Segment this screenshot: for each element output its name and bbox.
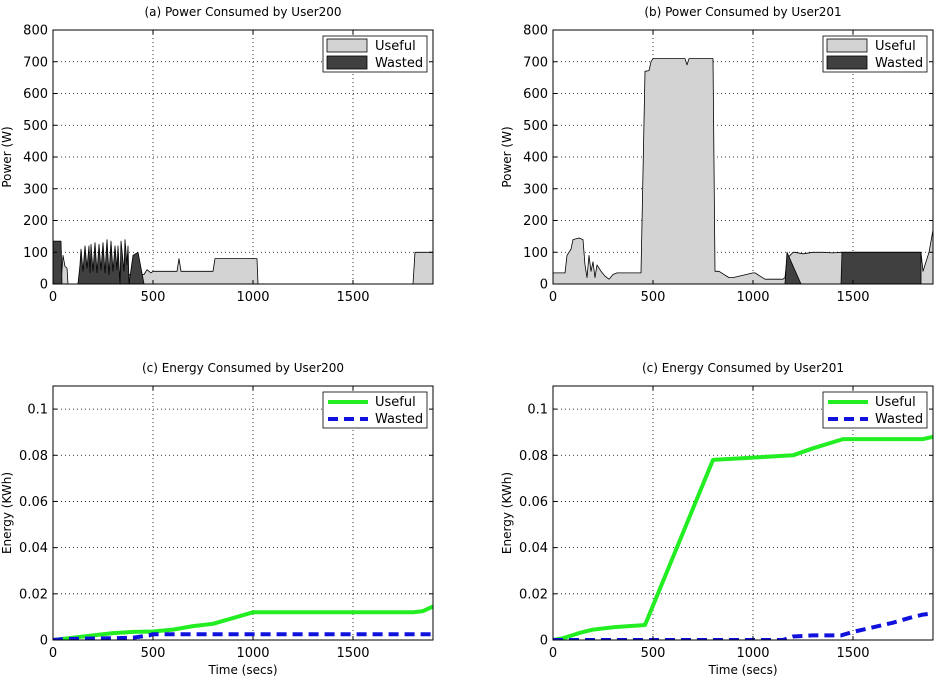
x-tick-label: 0 [49, 290, 57, 305]
x-tick-label: 0 [49, 646, 57, 661]
x-tick-label: 1000 [236, 646, 269, 661]
legend-swatch-wasted [326, 55, 368, 70]
legend-label-wasted: Wasted [375, 56, 423, 71]
legend-label-wasted: Wasted [875, 412, 923, 427]
y-axis-label: Energy (KWh) [500, 472, 514, 554]
plot-marks [553, 58, 933, 284]
y-tick-label: 0 [540, 634, 548, 649]
y-tick-label: 0.08 [19, 449, 48, 464]
y-tick-label: 0.02 [19, 587, 48, 602]
y-tick-label: 200 [523, 214, 548, 229]
series-useful-line [53, 604, 433, 640]
y-tick-label: 600 [23, 87, 48, 102]
plot-marks [553, 434, 933, 640]
series-wasted-area [53, 239, 145, 284]
legend-label-useful: Useful [375, 395, 416, 410]
chart-title: (c) Energy Consumed by User200 [142, 361, 344, 375]
y-tick-label: 0.06 [519, 495, 548, 510]
y-tick-label: 700 [523, 55, 548, 70]
legend-label-useful: Useful [875, 39, 916, 54]
y-tick-label: 0.1 [27, 403, 48, 418]
series-useful-area [553, 58, 933, 284]
y-axis-label: Energy (KWh) [0, 472, 14, 554]
series-wasted-line [553, 611, 933, 640]
y-tick-label: 100 [523, 246, 548, 261]
y-tick-label: 500 [23, 119, 48, 134]
plot-marks [53, 239, 433, 284]
x-tick-label: 1500 [336, 646, 369, 661]
x-tick-label: 1500 [336, 290, 369, 305]
legend-label-useful: Useful [375, 39, 416, 54]
x-tick-label: 1500 [836, 646, 869, 661]
chart-title: (a) Power Consumed by User200 [144, 5, 341, 19]
x-tick-label: 500 [141, 646, 166, 661]
chart-title: (b) Power Consumed by User201 [644, 5, 841, 19]
chart-3: 0 500 1000 1500 0 0.02 0.04 0.06 0.08 0.1 (c) Ener… [0, 361, 434, 677]
y-tick-label: 400 [23, 151, 48, 166]
x-tick-label: 500 [641, 646, 666, 661]
y-tick-label: 500 [523, 119, 548, 134]
series-wasted-line [53, 632, 433, 640]
series-useful-line [553, 434, 933, 640]
x-tick-label: 1500 [836, 290, 869, 305]
y-tick-label: 0.04 [519, 541, 548, 556]
legend-swatch-useful [826, 38, 868, 53]
y-tick-label: 0 [540, 278, 548, 293]
y-tick-label: 0 [40, 634, 48, 649]
y-tick-label: 200 [23, 214, 48, 229]
x-tick-label: 500 [141, 290, 166, 305]
chart-2: 0 500 1000 1500 0 100 200 300 400 500 600 700 800 (b)… [500, 5, 934, 305]
legend: Useful Wasted [322, 391, 428, 429]
y-tick-label: 100 [23, 246, 48, 261]
legend-swatch-wasted [826, 55, 868, 70]
legend-box [822, 391, 928, 429]
y-tick-label: 0.1 [527, 403, 548, 418]
series-wasted-area [784, 251, 922, 284]
legend: Useful Wasted [822, 391, 928, 429]
chart-4: 0 500 1000 1500 0 0.02 0.04 0.06 0.08 0.1 (c) Ener… [500, 361, 934, 677]
plot-marks [53, 604, 433, 640]
y-tick-label: 700 [23, 55, 48, 70]
x-tick-label: 0 [549, 290, 557, 305]
legend-label-useful: Useful [875, 395, 916, 410]
y-tick-label: 0.02 [519, 587, 548, 602]
y-tick-label: 300 [23, 182, 48, 197]
y-tick-label: 400 [523, 151, 548, 166]
legend-box [322, 391, 428, 429]
axes-frame [52, 385, 434, 641]
y-axis-label: Power (W) [0, 126, 14, 187]
legend-swatch-useful [326, 38, 368, 53]
y-tick-label: 0.06 [19, 495, 48, 510]
x-tick-label: 500 [641, 290, 666, 305]
y-tick-label: 300 [523, 182, 548, 197]
x-tick-label: 1000 [736, 646, 769, 661]
x-axis-label: Time (secs) [707, 663, 777, 677]
legend-label-wasted: Wasted [875, 56, 923, 71]
y-tick-label: 800 [523, 24, 548, 39]
legend: Useful Wasted [322, 35, 428, 73]
legend-label-wasted: Wasted [375, 412, 423, 427]
x-tick-label: 1000 [736, 290, 769, 305]
y-tick-label: 0.04 [19, 541, 48, 556]
series-useful-area [53, 251, 433, 284]
legend: Useful Wasted [822, 35, 928, 73]
y-tick-label: 600 [523, 87, 548, 102]
x-tick-label: 0 [549, 646, 557, 661]
chart-1: 0 500 1000 1500 0 100 200 300 400 500 600 700 800 (a)… [0, 5, 434, 305]
chart-title: (c) Energy Consumed by User201 [642, 361, 844, 375]
y-axis-label: Power (W) [500, 126, 514, 187]
y-tick-label: 0 [40, 278, 48, 293]
y-tick-label: 0.08 [519, 449, 548, 464]
y-tick-label: 800 [23, 24, 48, 39]
x-axis-label: Time (secs) [207, 663, 277, 677]
axes-frame [552, 385, 934, 641]
x-tick-label: 1000 [236, 290, 269, 305]
